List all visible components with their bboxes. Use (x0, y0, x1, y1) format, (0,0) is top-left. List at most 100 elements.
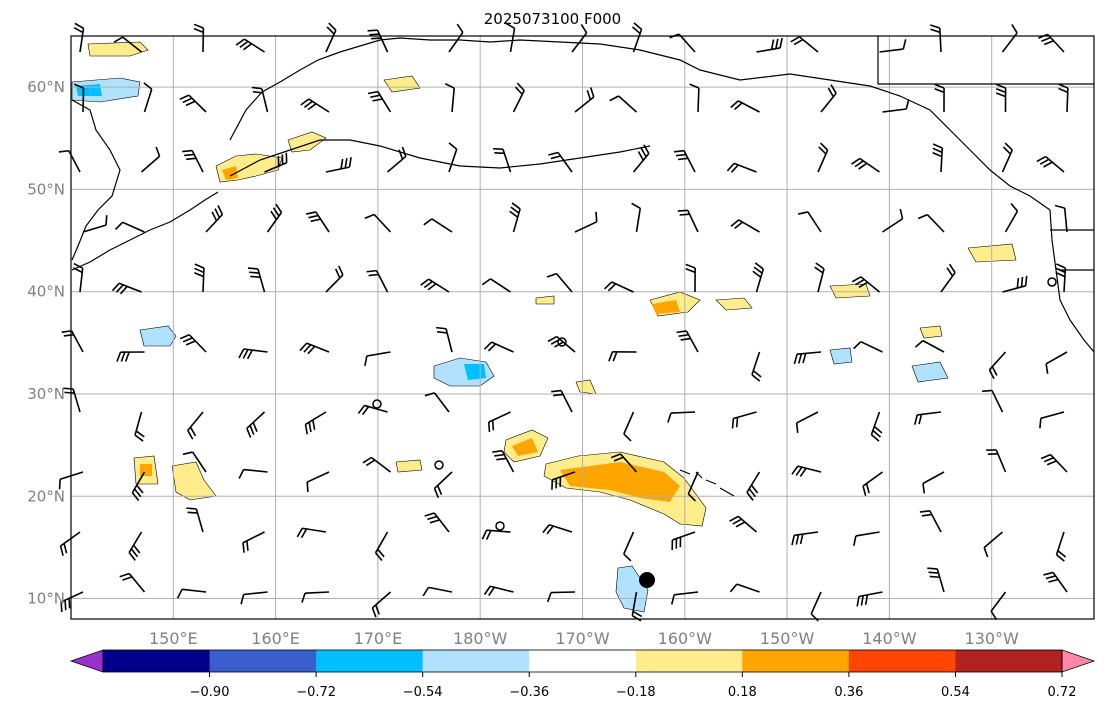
colorbar-segment (316, 650, 424, 672)
wind-barb (856, 591, 883, 607)
wind-barb (423, 218, 453, 233)
wind-barb (59, 531, 81, 556)
colorbar-segment (742, 650, 850, 672)
wind-barb (689, 83, 700, 113)
lon-label: 180°W (453, 629, 508, 648)
wind-barb (179, 334, 207, 353)
wind-barb (667, 411, 696, 423)
wind-barb (366, 269, 389, 293)
wind-barb (194, 263, 205, 293)
wind-barb (879, 39, 907, 53)
wind-barb (374, 531, 389, 562)
anomaly-area (535, 295, 555, 305)
wind-barb (608, 351, 637, 362)
wind-barb (386, 146, 407, 173)
lat-label: 30°N (27, 385, 65, 403)
calm-circle (1047, 277, 1057, 287)
wind-barb (810, 591, 822, 622)
wind-barb (604, 281, 634, 293)
colorbar-segment (209, 650, 317, 672)
wind-barb (793, 351, 822, 365)
wind-barb (546, 272, 573, 293)
anomaly-area (222, 166, 238, 180)
wind-barb (623, 411, 635, 442)
calm-markers (372, 277, 1057, 531)
wind-barb (551, 389, 573, 413)
wind-barb (436, 326, 453, 353)
wind-barb (296, 527, 327, 538)
wind-barb (422, 586, 453, 597)
colorbar-segment (955, 650, 1063, 672)
wind-barb (795, 411, 819, 433)
wind-barb (814, 262, 825, 293)
wind-barb (746, 471, 761, 501)
wind-barb (82, 215, 108, 233)
coastline-alaska (229, 37, 1051, 211)
wind-barb (481, 529, 511, 540)
wind-barb (1055, 531, 1067, 562)
wind-barb (1036, 155, 1065, 173)
wind-barb (730, 100, 760, 113)
wind-barb (1058, 83, 1069, 113)
wind-barb (73, 83, 85, 113)
wind-barb (305, 211, 330, 233)
wind-barb (932, 143, 944, 173)
wind-barb (986, 449, 1007, 473)
wind-barb (492, 147, 512, 173)
wind-barb (193, 23, 205, 53)
wind-barb (444, 82, 456, 113)
wind-barb (676, 330, 699, 353)
wind-barb (542, 523, 573, 535)
wind-barb (940, 263, 956, 293)
wind-barb (1045, 351, 1068, 374)
anomaly-area (560, 462, 680, 502)
coastline-aleutians (229, 139, 651, 177)
lon-label: 130°W (965, 629, 1020, 648)
wind-barb (548, 151, 573, 173)
wind-barb (546, 591, 576, 603)
wind-barb (853, 340, 883, 353)
wind-barb (367, 29, 389, 53)
lat-label: 40°N (27, 283, 65, 301)
wind-barb (481, 278, 511, 293)
colorbar-tick-label: −0.36 (509, 685, 549, 700)
calm-circle (372, 399, 382, 409)
wind-barb (72, 262, 84, 293)
wind-barb (817, 142, 829, 173)
wind-barb (119, 572, 146, 593)
wind-barb (424, 512, 450, 533)
wind-barb (623, 531, 635, 562)
lon-label: 150°W (760, 629, 815, 648)
wind-barb (247, 267, 266, 293)
longitude-labels: 150°E 160°E 170°E 180°W 170°W 160°W 150°W 140°W… (149, 629, 1019, 648)
colorbar-segment (422, 650, 530, 672)
wind-barb (140, 146, 161, 173)
lat-label: 20°N (27, 487, 65, 505)
wind-barb (631, 202, 642, 233)
wind-barb (238, 468, 268, 479)
map-title: 2025073100 F000 (483, 10, 622, 28)
anomaly-area (615, 565, 649, 613)
wind-barb (790, 36, 819, 53)
wind-barb (483, 585, 514, 596)
colorbar-tick-label: −0.90 (190, 685, 230, 700)
wind-barb (853, 531, 880, 546)
wind-barb (143, 82, 153, 113)
lon-label: 170°W (555, 629, 610, 648)
wind-barb (205, 205, 224, 233)
wind-barb (1002, 275, 1028, 293)
wind-barb (509, 202, 521, 233)
wind-barb (176, 588, 207, 599)
wind-barb (751, 351, 762, 382)
wind-barb (73, 22, 85, 53)
wind-barb (990, 591, 1007, 621)
lon-label: 140°W (862, 629, 917, 648)
storm-center-marker (639, 572, 655, 588)
wind-barb (731, 411, 757, 429)
wind-barb (448, 142, 458, 173)
wind-barb (995, 83, 1007, 113)
wind-barb (609, 95, 638, 113)
wind-barb (981, 389, 1004, 413)
gridlines (71, 36, 1094, 619)
wind-barb (756, 37, 783, 53)
